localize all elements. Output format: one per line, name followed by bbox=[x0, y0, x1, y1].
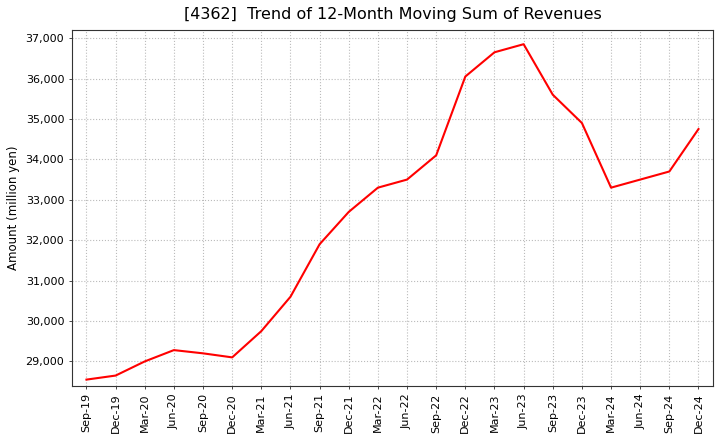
Title: [4362]  Trend of 12-Month Moving Sum of Revenues: [4362] Trend of 12-Month Moving Sum of R… bbox=[184, 7, 601, 22]
Y-axis label: Amount (million yen): Amount (million yen) bbox=[7, 146, 20, 270]
